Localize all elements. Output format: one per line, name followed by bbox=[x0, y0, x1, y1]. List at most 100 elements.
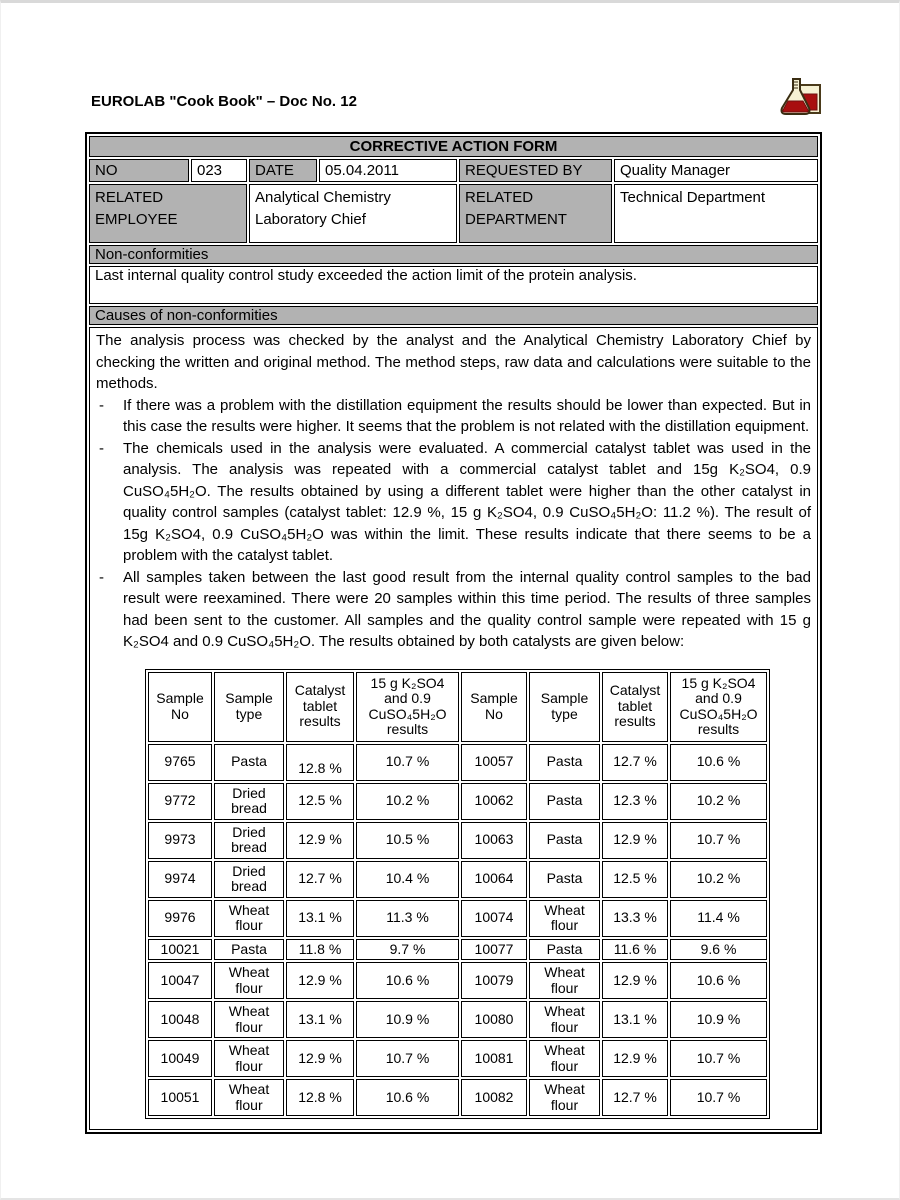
results-cell: 9974 bbox=[148, 860, 212, 898]
results-cell: 12.5 % bbox=[286, 782, 354, 820]
results-row: 10051 Wheat flour 12.8 % 10.6 % 10082 Wheat f… bbox=[148, 1079, 767, 1116]
causes-intro: The analysis process was checked by the … bbox=[96, 332, 811, 392]
results-cell: 10.5 % bbox=[356, 821, 459, 859]
results-cell: 12.7 % bbox=[286, 860, 354, 898]
results-cell: Wheat flour bbox=[529, 1040, 600, 1077]
results-header-cell: Sample type bbox=[214, 671, 284, 742]
results-cell: 10.7 % bbox=[670, 821, 767, 859]
results-cell: Pasta bbox=[529, 782, 600, 820]
results-cell: Wheat flour bbox=[214, 1079, 284, 1116]
results-cell: 12.5 % bbox=[602, 860, 668, 898]
results-cell: 10.2 % bbox=[670, 860, 767, 898]
results-cell: 10082 bbox=[461, 1079, 527, 1116]
lab-flask-icon bbox=[780, 78, 821, 115]
related-department-label: RELATED DEPARTMENT bbox=[465, 189, 567, 228]
results-cell: 10.6 % bbox=[356, 1079, 459, 1116]
related-employee-value: Analytical Chemistry Laboratory Chief bbox=[255, 189, 391, 228]
results-cell: Dried bread bbox=[214, 860, 284, 898]
results-header-cell: 15 g K₂SO4 and 0.9 CuSO₄5H₂O results bbox=[670, 671, 767, 742]
results-cell: 10.6 % bbox=[670, 743, 767, 781]
results-row: 10049 Wheat flour 12.9 % 10.7 % 10081 Wheat f… bbox=[148, 1040, 767, 1077]
results-row: 9976 Wheat flour 13.1 % 11.3 % 10074 Wheat fl… bbox=[148, 899, 767, 937]
results-cell: Dried bread bbox=[214, 782, 284, 820]
results-header-cell: Sample No bbox=[148, 671, 212, 742]
results-cell: 12.9 % bbox=[602, 821, 668, 859]
results-cell: Pasta bbox=[529, 821, 600, 859]
results-header-cell: 15 g K₂SO4 and 0.9 CuSO₄5H₂O results bbox=[356, 671, 459, 742]
results-cell: 11.3 % bbox=[356, 899, 459, 937]
results-cell: Wheat flour bbox=[529, 962, 600, 999]
results-cell: 10062 bbox=[461, 782, 527, 820]
results-cell: Wheat flour bbox=[214, 899, 284, 937]
results-cell: 12.9 % bbox=[286, 821, 354, 859]
results-cell: 11.4 % bbox=[670, 899, 767, 937]
results-cell: 12.7 % bbox=[602, 1079, 668, 1116]
results-cell: 10077 bbox=[461, 938, 527, 960]
results-cell: 10080 bbox=[461, 1001, 527, 1038]
results-row: 10047 Wheat flour 12.9 % 10.6 % 10079 Wheat f… bbox=[148, 962, 767, 999]
results-cell: 12.9 % bbox=[286, 1040, 354, 1077]
results-cell: 10021 bbox=[148, 938, 212, 960]
results-cell: 10064 bbox=[461, 860, 527, 898]
results-cell: 12.9 % bbox=[602, 962, 668, 999]
results-cell: 10047 bbox=[148, 962, 212, 999]
form-container: CORRECTIVE ACTION FORM NO 023 DATE 05.04… bbox=[85, 132, 822, 1134]
form-title: CORRECTIVE ACTION FORM bbox=[89, 136, 818, 157]
results-cell: 13.1 % bbox=[286, 1001, 354, 1038]
results-cell: 10048 bbox=[148, 1001, 212, 1038]
cause-bullet: - The chemicals used in the analysis were… bbox=[99, 439, 811, 565]
results-cell: 9976 bbox=[148, 899, 212, 937]
results-cell: 10051 bbox=[148, 1079, 212, 1116]
results-cell: 10074 bbox=[461, 899, 527, 937]
requested-by-value: Quality Manager bbox=[614, 159, 818, 182]
results-cell: 12.9 % bbox=[602, 1040, 668, 1077]
causes-bullet-list: - If there was a problem with the distill… bbox=[95, 395, 812, 653]
results-cell: 11.6 % bbox=[602, 938, 668, 960]
results-cell: Pasta bbox=[529, 938, 600, 960]
results-cell: 10.6 % bbox=[670, 962, 767, 999]
results-header-cell: Catalyst tablet results bbox=[602, 671, 668, 742]
results-cell: Pasta bbox=[214, 938, 284, 960]
results-cell: 13.3 % bbox=[602, 899, 668, 937]
results-cell: 9772 bbox=[148, 782, 212, 820]
no-label: NO bbox=[89, 159, 189, 182]
requested-by-label: REQUESTED BY bbox=[459, 159, 612, 182]
results-cell: 10.4 % bbox=[356, 860, 459, 898]
results-cell: 10063 bbox=[461, 821, 527, 859]
results-cell: 10.2 % bbox=[670, 782, 767, 820]
results-cell: 9.7 % bbox=[356, 938, 459, 960]
results-row: 9772 Dried bread 12.5 % 10.2 % 10062 Pasta 12.… bbox=[148, 782, 767, 820]
results-cell: 11.8 % bbox=[286, 938, 354, 960]
related-employee-label: RELATED EMPLOYEE bbox=[95, 189, 178, 228]
no-value: 023 bbox=[191, 159, 247, 182]
results-cell: Wheat flour bbox=[214, 1040, 284, 1077]
results-cell: Pasta bbox=[529, 860, 600, 898]
results-cell: 13.1 % bbox=[602, 1001, 668, 1038]
results-header-cell: Sample No bbox=[461, 671, 527, 742]
results-cell: 10057 bbox=[461, 743, 527, 781]
results-row: 10021 Pasta 11.8 % 9.7 % 10077 Pasta 11.6 % 9.6… bbox=[148, 938, 767, 960]
results-cell: 10.7 % bbox=[356, 743, 459, 781]
results-header-row: Sample No Sample type Catalyst tablet resu… bbox=[148, 671, 767, 742]
results-cell: Wheat flour bbox=[214, 962, 284, 999]
results-cell: Pasta bbox=[214, 743, 284, 781]
results-cell: 10081 bbox=[461, 1040, 527, 1077]
results-cell: Wheat flour bbox=[529, 899, 600, 937]
results-cell: 10.7 % bbox=[356, 1040, 459, 1077]
results-cell: 9.6 % bbox=[670, 938, 767, 960]
results-cell: 9765 bbox=[148, 743, 212, 781]
related-department-value: Technical Department bbox=[614, 184, 818, 243]
results-header-cell: Sample type bbox=[529, 671, 600, 742]
results-cell: 12.9 % bbox=[286, 962, 354, 999]
bullet-dash: - bbox=[99, 396, 104, 414]
results-cell: 10049 bbox=[148, 1040, 212, 1077]
results-cell: 12.7 % bbox=[602, 743, 668, 781]
bullet-dash: - bbox=[99, 568, 104, 586]
bullet-dash: - bbox=[99, 439, 104, 457]
results-cell: 12.3 % bbox=[602, 782, 668, 820]
results-cell: 12.8 % bbox=[286, 1079, 354, 1116]
results-cell: 10.7 % bbox=[670, 1040, 767, 1077]
results-cell: Pasta bbox=[529, 743, 600, 781]
results-cell: 12.8 % bbox=[286, 743, 354, 781]
